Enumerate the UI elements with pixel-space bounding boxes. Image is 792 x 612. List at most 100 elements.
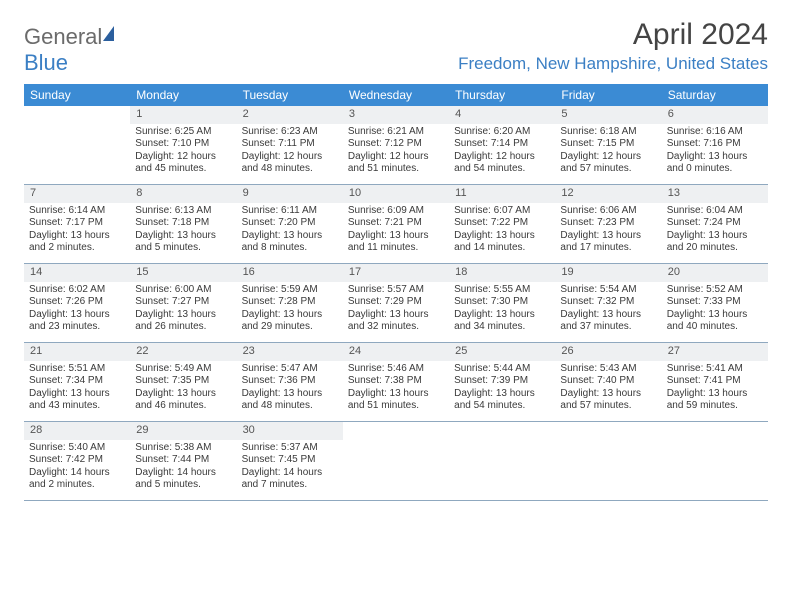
calendar: SundayMondayTuesdayWednesdayThursdayFrid…: [24, 84, 768, 501]
day-body: Sunrise: 6:25 AMSunset: 7:10 PMDaylight:…: [130, 124, 236, 180]
day-body: Sunrise: 5:43 AMSunset: 7:40 PMDaylight:…: [555, 361, 661, 417]
day-number: 9: [237, 185, 343, 203]
day-cell: 21Sunrise: 5:51 AMSunset: 7:34 PMDayligh…: [24, 343, 130, 421]
day-number: 7: [24, 185, 130, 203]
month-title: April 2024: [458, 18, 768, 52]
day-number: 10: [343, 185, 449, 203]
day-cell: 9Sunrise: 6:11 AMSunset: 7:20 PMDaylight…: [237, 185, 343, 263]
day-cell: 3Sunrise: 6:21 AMSunset: 7:12 PMDaylight…: [343, 106, 449, 184]
week-row: 21Sunrise: 5:51 AMSunset: 7:34 PMDayligh…: [24, 343, 768, 422]
day-number: 15: [130, 264, 236, 282]
day-cell: 25Sunrise: 5:44 AMSunset: 7:39 PMDayligh…: [449, 343, 555, 421]
day-body: Sunrise: 5:44 AMSunset: 7:39 PMDaylight:…: [449, 361, 555, 417]
day-cell: 13Sunrise: 6:04 AMSunset: 7:24 PMDayligh…: [662, 185, 768, 263]
day-cell: 22Sunrise: 5:49 AMSunset: 7:35 PMDayligh…: [130, 343, 236, 421]
day-body: Sunrise: 6:16 AMSunset: 7:16 PMDaylight:…: [662, 124, 768, 180]
day-cell: 26Sunrise: 5:43 AMSunset: 7:40 PMDayligh…: [555, 343, 661, 421]
dow-label: Sunday: [24, 84, 130, 106]
day-body: Sunrise: 5:54 AMSunset: 7:32 PMDaylight:…: [555, 282, 661, 338]
day-cell: 18Sunrise: 5:55 AMSunset: 7:30 PMDayligh…: [449, 264, 555, 342]
day-cell: 23Sunrise: 5:47 AMSunset: 7:36 PMDayligh…: [237, 343, 343, 421]
day-body: Sunrise: 5:57 AMSunset: 7:29 PMDaylight:…: [343, 282, 449, 338]
day-cell: 16Sunrise: 5:59 AMSunset: 7:28 PMDayligh…: [237, 264, 343, 342]
day-body: Sunrise: 6:06 AMSunset: 7:23 PMDaylight:…: [555, 203, 661, 259]
day-number: 18: [449, 264, 555, 282]
day-body: Sunrise: 5:38 AMSunset: 7:44 PMDaylight:…: [130, 440, 236, 496]
dow-row: SundayMondayTuesdayWednesdayThursdayFrid…: [24, 84, 768, 106]
day-number: 26: [555, 343, 661, 361]
logo-text: General Blue: [24, 24, 114, 76]
day-cell: 24Sunrise: 5:46 AMSunset: 7:38 PMDayligh…: [343, 343, 449, 421]
logo-word-b: Blue: [24, 50, 68, 75]
day-cell: 11Sunrise: 6:07 AMSunset: 7:22 PMDayligh…: [449, 185, 555, 263]
title-block: April 2024 Freedom, New Hampshire, Unite…: [458, 18, 768, 74]
day-body: Sunrise: 6:07 AMSunset: 7:22 PMDaylight:…: [449, 203, 555, 259]
day-number: 20: [662, 264, 768, 282]
day-number: 12: [555, 185, 661, 203]
day-body: Sunrise: 6:00 AMSunset: 7:27 PMDaylight:…: [130, 282, 236, 338]
day-cell: 15Sunrise: 6:00 AMSunset: 7:27 PMDayligh…: [130, 264, 236, 342]
day-number: 22: [130, 343, 236, 361]
dow-label: Friday: [555, 84, 661, 106]
day-cell: .: [343, 422, 449, 500]
day-body: Sunrise: 5:51 AMSunset: 7:34 PMDaylight:…: [24, 361, 130, 417]
day-cell: 6Sunrise: 6:16 AMSunset: 7:16 PMDaylight…: [662, 106, 768, 184]
day-cell: 4Sunrise: 6:20 AMSunset: 7:14 PMDaylight…: [449, 106, 555, 184]
logo-triangle-icon: [103, 26, 114, 41]
day-number: 23: [237, 343, 343, 361]
day-body: Sunrise: 6:11 AMSunset: 7:20 PMDaylight:…: [237, 203, 343, 259]
day-cell: 12Sunrise: 6:06 AMSunset: 7:23 PMDayligh…: [555, 185, 661, 263]
day-number: 21: [24, 343, 130, 361]
day-body: Sunrise: 5:55 AMSunset: 7:30 PMDaylight:…: [449, 282, 555, 338]
day-number: 29: [130, 422, 236, 440]
day-number: 28: [24, 422, 130, 440]
header: General Blue April 2024 Freedom, New Ham…: [24, 18, 768, 76]
day-cell: 29Sunrise: 5:38 AMSunset: 7:44 PMDayligh…: [130, 422, 236, 500]
day-cell: .: [24, 106, 130, 184]
day-cell: 5Sunrise: 6:18 AMSunset: 7:15 PMDaylight…: [555, 106, 661, 184]
day-number: 14: [24, 264, 130, 282]
day-cell: 1Sunrise: 6:25 AMSunset: 7:10 PMDaylight…: [130, 106, 236, 184]
day-cell: .: [449, 422, 555, 500]
location: Freedom, New Hampshire, United States: [458, 54, 768, 74]
weeks-container: .1Sunrise: 6:25 AMSunset: 7:10 PMDayligh…: [24, 106, 768, 501]
day-cell: 10Sunrise: 6:09 AMSunset: 7:21 PMDayligh…: [343, 185, 449, 263]
day-body: Sunrise: 5:41 AMSunset: 7:41 PMDaylight:…: [662, 361, 768, 417]
week-row: 28Sunrise: 5:40 AMSunset: 7:42 PMDayligh…: [24, 422, 768, 501]
day-cell: 30Sunrise: 5:37 AMSunset: 7:45 PMDayligh…: [237, 422, 343, 500]
day-body: Sunrise: 5:59 AMSunset: 7:28 PMDaylight:…: [237, 282, 343, 338]
day-number: 16: [237, 264, 343, 282]
day-cell: 8Sunrise: 6:13 AMSunset: 7:18 PMDaylight…: [130, 185, 236, 263]
day-body: Sunrise: 5:46 AMSunset: 7:38 PMDaylight:…: [343, 361, 449, 417]
day-cell: 2Sunrise: 6:23 AMSunset: 7:11 PMDaylight…: [237, 106, 343, 184]
day-number: 11: [449, 185, 555, 203]
day-cell: 17Sunrise: 5:57 AMSunset: 7:29 PMDayligh…: [343, 264, 449, 342]
day-body: Sunrise: 5:49 AMSunset: 7:35 PMDaylight:…: [130, 361, 236, 417]
day-body: Sunrise: 6:04 AMSunset: 7:24 PMDaylight:…: [662, 203, 768, 259]
day-number: 19: [555, 264, 661, 282]
day-number: 27: [662, 343, 768, 361]
day-body: Sunrise: 5:37 AMSunset: 7:45 PMDaylight:…: [237, 440, 343, 496]
day-body: Sunrise: 6:02 AMSunset: 7:26 PMDaylight:…: [24, 282, 130, 338]
day-body: Sunrise: 6:14 AMSunset: 7:17 PMDaylight:…: [24, 203, 130, 259]
day-number: 5: [555, 106, 661, 124]
day-body: Sunrise: 6:21 AMSunset: 7:12 PMDaylight:…: [343, 124, 449, 180]
week-row: 14Sunrise: 6:02 AMSunset: 7:26 PMDayligh…: [24, 264, 768, 343]
dow-label: Saturday: [662, 84, 768, 106]
day-number: 3: [343, 106, 449, 124]
logo-word-a: General: [24, 24, 102, 49]
day-body: Sunrise: 5:47 AMSunset: 7:36 PMDaylight:…: [237, 361, 343, 417]
day-number: 1: [130, 106, 236, 124]
day-number: 30: [237, 422, 343, 440]
dow-label: Monday: [130, 84, 236, 106]
day-cell: .: [555, 422, 661, 500]
dow-label: Thursday: [449, 84, 555, 106]
day-body: Sunrise: 6:09 AMSunset: 7:21 PMDaylight:…: [343, 203, 449, 259]
day-body: Sunrise: 6:13 AMSunset: 7:18 PMDaylight:…: [130, 203, 236, 259]
day-number: 24: [343, 343, 449, 361]
day-cell: 7Sunrise: 6:14 AMSunset: 7:17 PMDaylight…: [24, 185, 130, 263]
dow-label: Tuesday: [237, 84, 343, 106]
day-cell: 20Sunrise: 5:52 AMSunset: 7:33 PMDayligh…: [662, 264, 768, 342]
day-cell: 27Sunrise: 5:41 AMSunset: 7:41 PMDayligh…: [662, 343, 768, 421]
day-number: 13: [662, 185, 768, 203]
